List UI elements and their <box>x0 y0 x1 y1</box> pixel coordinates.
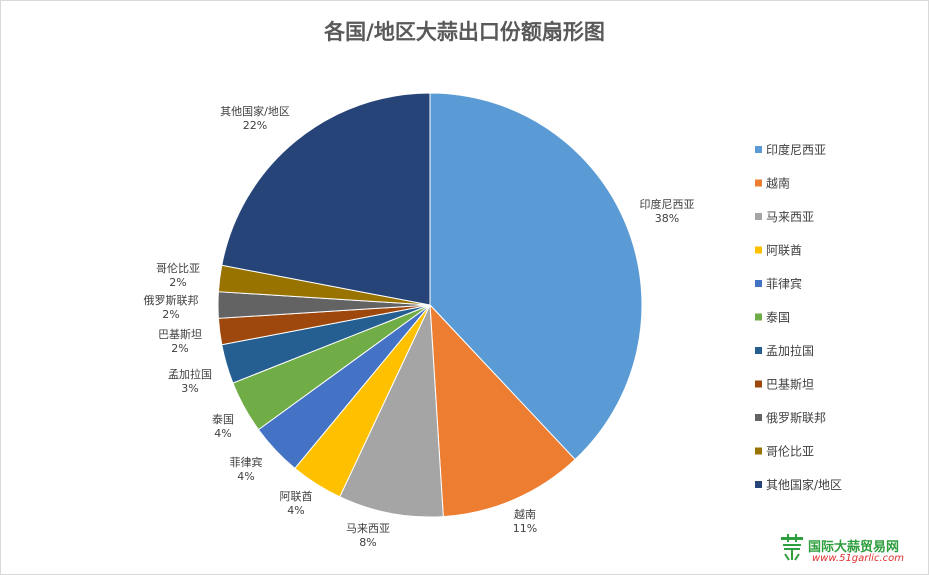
slice-percent-label: 38% <box>655 212 679 225</box>
slice-percent-label: 2% <box>171 342 188 355</box>
legend-label: 其他国家/地区 <box>766 477 842 492</box>
legend-swatch <box>755 481 762 488</box>
slice-percent-label: 2% <box>169 276 186 289</box>
slice-percent-label: 2% <box>162 308 179 321</box>
slice-label: 越南 <box>514 507 536 521</box>
legend-label: 阿联酋 <box>766 243 802 258</box>
legend-label: 俄罗斯联邦 <box>766 411 826 425</box>
pie-slice <box>221 92 431 306</box>
chart-title: 各国/地区大蒜出口份额扇形图 <box>324 20 605 44</box>
legend-label: 马来西亚 <box>766 210 814 224</box>
slice-label: 阿联酋 <box>280 489 313 503</box>
legend-label: 哥伦比亚 <box>766 444 814 459</box>
slice-percent-label: 8% <box>359 536 376 549</box>
slice-label: 其他国家/地区 <box>220 104 290 118</box>
pie-slice <box>429 92 643 461</box>
slice-percent-label: 3% <box>181 382 198 395</box>
slice-label: 泰国 <box>212 412 234 426</box>
garlic-logo-icon <box>781 534 803 561</box>
slice-label: 哥伦比亚 <box>156 261 200 275</box>
legend-label: 巴基斯坦 <box>766 378 814 392</box>
legend-swatch <box>755 447 762 455</box>
legend-swatch <box>755 380 762 388</box>
slice-percent-label: 22% <box>243 119 267 132</box>
legend-label: 泰国 <box>766 311 790 325</box>
pie-slice <box>429 303 576 518</box>
slice-percent-label: 4% <box>214 427 231 440</box>
slice-label: 孟加拉国 <box>168 367 212 381</box>
legend-label: 菲律宾 <box>766 276 802 291</box>
legend-swatch <box>755 146 762 153</box>
legend-swatch <box>755 414 762 421</box>
slice-label: 俄罗斯联邦 <box>144 294 199 307</box>
watermark: 国际大蒜贸易网 www.51garlic.com <box>778 534 928 568</box>
legend-label: 孟加拉国 <box>766 343 814 358</box>
legend-swatch <box>755 347 762 354</box>
legend-swatch <box>755 313 762 321</box>
legend-swatch <box>755 280 762 287</box>
slice-percent-label: 4% <box>237 470 254 483</box>
slice-label: 巴基斯坦 <box>158 327 202 341</box>
legend-label: 越南 <box>766 176 790 191</box>
slice-label: 印度尼西亚 <box>640 197 695 211</box>
legend-swatch <box>755 246 762 254</box>
watermark-url: www.51garlic.com <box>812 553 904 564</box>
slice-label: 马来西亚 <box>346 522 390 535</box>
legend-label: 印度尼西亚 <box>766 142 826 157</box>
legend-swatch <box>755 179 762 187</box>
legend-swatch <box>755 213 762 220</box>
slice-percent-label: 4% <box>287 504 304 517</box>
slice-label: 菲律宾 <box>230 455 263 469</box>
slice-percent-label: 11% <box>513 522 537 535</box>
pie-slice <box>339 304 444 518</box>
watermark-name: 国际大蒜贸易网 <box>808 540 900 555</box>
